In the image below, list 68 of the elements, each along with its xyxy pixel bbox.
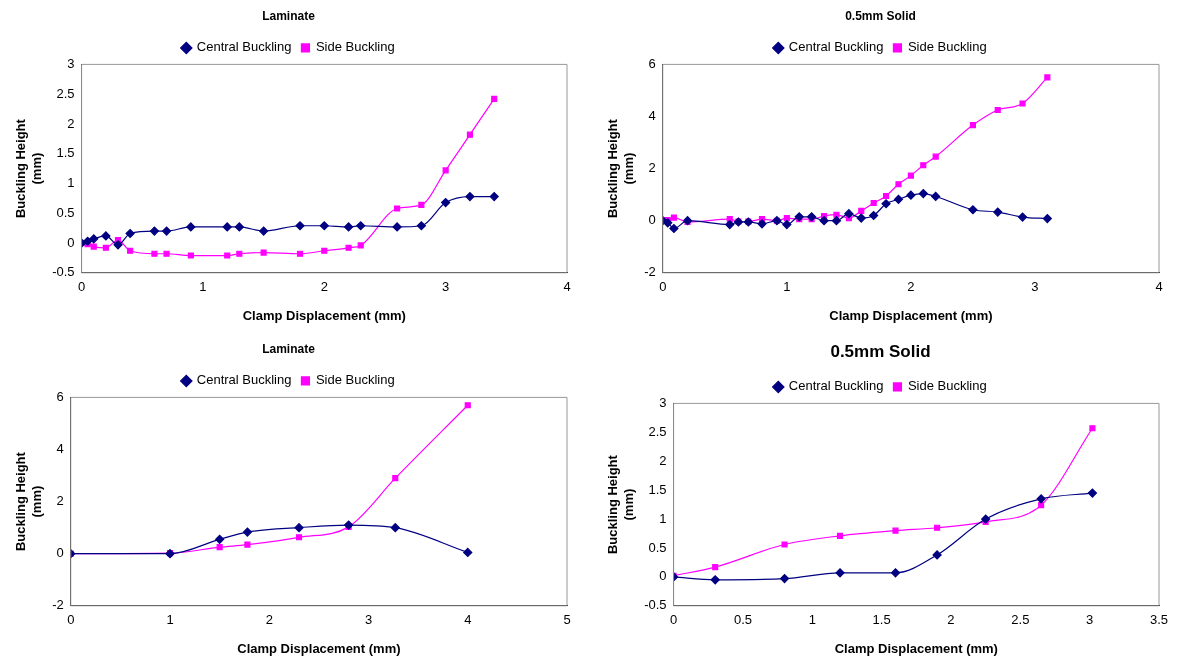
y-tick-label: 0.5 xyxy=(56,204,75,220)
y-tick-label: 0 xyxy=(56,545,64,561)
x-tick-label: 0 xyxy=(77,279,86,295)
x-tick-label: 2 xyxy=(320,279,328,295)
y-tick-label: 3 xyxy=(67,55,75,71)
chart-title: Laminate xyxy=(262,341,316,356)
y-tick-label: 1.5 xyxy=(56,145,75,161)
chart-title: 0.5mm Solid xyxy=(845,8,916,23)
x-tick-label: 4 xyxy=(464,612,472,628)
y-tick-label: 0 xyxy=(648,212,656,228)
x-tick-label: 2 xyxy=(947,612,955,628)
y-tick-label: 0 xyxy=(659,568,667,584)
y-tick-label: 2 xyxy=(67,115,75,131)
y-axis-title: Buckling Height (mm) xyxy=(605,118,636,219)
y-tick-label: -2 xyxy=(52,597,64,613)
y-tick-label: 6 xyxy=(56,388,64,404)
legend-label: Central Buckling xyxy=(788,378,884,394)
y-tick-label: 2.5 xyxy=(56,85,75,101)
y-axis-title: Buckling Height (mm) xyxy=(13,451,44,552)
x-tick-label: 3.5 xyxy=(1149,612,1169,628)
y-tick-label: 2 xyxy=(659,452,667,468)
y-tick-label: -0.5 xyxy=(52,264,75,280)
y-tick-label: 3 xyxy=(659,394,667,410)
legend-label: Side Buckling xyxy=(907,378,987,394)
x-tick-label: 1 xyxy=(166,612,174,628)
y-tick-label: 2 xyxy=(648,160,656,176)
x-tick-label: 3 xyxy=(1086,612,1094,628)
legend-label: Side Buckling xyxy=(907,39,987,55)
legend-label: Central Buckling xyxy=(788,39,884,55)
y-tick-label: 0.5 xyxy=(648,539,667,555)
x-tick-label: 2 xyxy=(265,612,273,628)
x-tick-label: 1 xyxy=(808,612,816,628)
y-tick-label: 6 xyxy=(648,55,656,71)
x-tick-label: 2.5 xyxy=(1011,612,1030,628)
x-tick-label: 3 xyxy=(364,612,373,628)
x-axis-title: Clamp Displacement (mm) xyxy=(237,640,401,656)
x-axis-title: Clamp Displacement (mm) xyxy=(242,307,406,323)
chart-title: Laminate xyxy=(262,8,316,23)
x-tick-label: 2 xyxy=(907,279,915,295)
y-axis-title: Buckling Height (mm) xyxy=(13,118,44,219)
y-tick-label: 2.5 xyxy=(648,423,667,439)
x-tick-label: 0 xyxy=(669,612,678,628)
x-tick-label: 5 xyxy=(563,612,571,628)
y-tick-label: 4 xyxy=(56,441,64,457)
legend-label: Side Buckling xyxy=(315,372,395,388)
x-tick-label: 3 xyxy=(1031,279,1039,295)
y-tick-label: -2 xyxy=(644,264,656,280)
x-tick-label: 4 xyxy=(1155,279,1163,295)
x-axis-title: Clamp Displacement (mm) xyxy=(834,640,998,656)
y-tick-label: 0 xyxy=(67,234,75,250)
y-tick-label: 4 xyxy=(648,108,656,124)
y-tick-label: -0.5 xyxy=(644,597,667,613)
x-tick-label: 1 xyxy=(783,279,791,295)
y-tick-label: 1.5 xyxy=(648,481,667,497)
legend-label: Central Buckling xyxy=(196,372,292,388)
x-tick-label: 1.5 xyxy=(872,612,891,628)
chart-title: 0.5mm Solid xyxy=(830,341,931,361)
y-tick-label: 1 xyxy=(67,175,75,191)
x-tick-label: 1 xyxy=(199,279,207,295)
legend-label: Central Buckling xyxy=(196,39,292,55)
x-tick-label: 0.5 xyxy=(733,612,752,628)
legend-label: Side Buckling xyxy=(315,39,395,55)
x-axis-title: Clamp Displacement (mm) xyxy=(829,307,993,323)
x-tick-label: 3 xyxy=(442,279,450,295)
y-tick-label: 2 xyxy=(56,493,64,509)
y-axis-title: Buckling Height (mm) xyxy=(605,454,636,555)
x-tick-label: 4 xyxy=(563,279,571,295)
y-tick-label: 1 xyxy=(659,510,667,526)
